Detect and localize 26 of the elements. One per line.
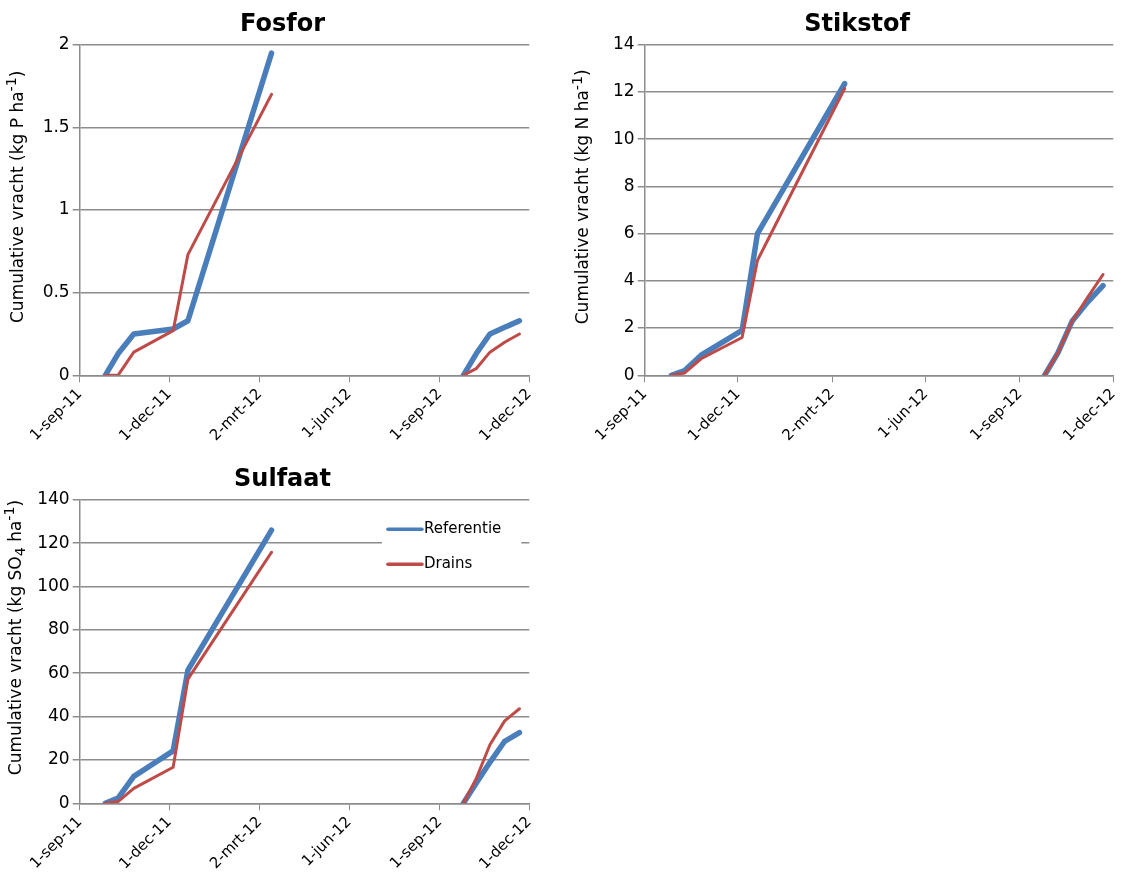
y-tick-label: 0 bbox=[58, 363, 70, 384]
y-tick-label: 8 bbox=[623, 174, 635, 195]
chart-title: Stikstof bbox=[804, 8, 911, 37]
chart-title: Fosfor bbox=[240, 8, 326, 37]
y-tick-label: 12 bbox=[613, 80, 635, 101]
y-tick-label: 0 bbox=[58, 791, 70, 812]
y-tick-label: 60 bbox=[48, 661, 70, 682]
y-tick-label: 140 bbox=[37, 488, 70, 509]
legend-label: Referentie bbox=[423, 519, 502, 538]
y-tick-label: 2 bbox=[623, 316, 635, 337]
y-tick-label: 4 bbox=[623, 269, 635, 290]
y-tick-label: 0.5 bbox=[42, 281, 70, 302]
y-tick-label: 10 bbox=[613, 127, 635, 148]
y-tick-label: 14 bbox=[613, 33, 635, 54]
chart-title: Sulfaat bbox=[234, 463, 331, 492]
y-tick-label: 2 bbox=[58, 33, 70, 54]
y-tick-label: 20 bbox=[48, 748, 70, 769]
y-tick-label: 40 bbox=[48, 705, 70, 725]
y-tick-label: 80 bbox=[48, 618, 70, 639]
legend-label: Drains bbox=[423, 554, 473, 573]
y-tick-label: 120 bbox=[37, 531, 70, 552]
y-tick-label: 6 bbox=[623, 222, 635, 243]
y-tick-label: 1 bbox=[58, 198, 70, 219]
y-tick-label: 100 bbox=[37, 574, 70, 595]
y-tick-label: 1.5 bbox=[42, 115, 70, 136]
y-tick-label: 0 bbox=[623, 363, 635, 384]
